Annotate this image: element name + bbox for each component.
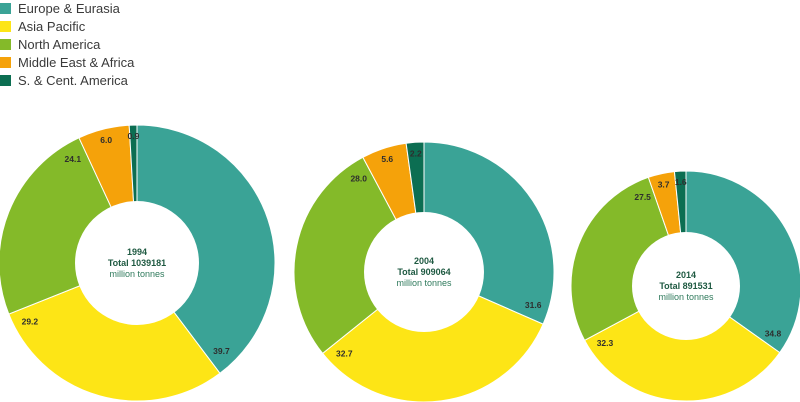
donut-slice-europe-eurasia (136, 124, 276, 375)
slice-value-label: 39.7 (213, 346, 230, 356)
legend-item-s-cent-america: S. & Cent. America (0, 71, 134, 89)
slice-value-label: 5.6 (381, 154, 393, 164)
center-year: 2004 (414, 256, 434, 266)
legend-label: S. & Cent. America (18, 72, 128, 88)
center-unit: million tonnes (109, 269, 165, 279)
donut-hole (632, 232, 740, 340)
donut-hole (75, 201, 199, 325)
slice-value-label: 34.8 (765, 328, 782, 338)
legend-item-middle-east-africa: Middle East & Africa (0, 53, 134, 71)
slice-value-label: 27.5 (634, 192, 651, 202)
center-total: Total 1039181 (108, 258, 166, 268)
slice-value-label: 32.7 (336, 348, 353, 358)
slice-value-label: 31.6 (525, 300, 542, 310)
legend-item-asia-pacific: Asia Pacific (0, 18, 134, 36)
slice-value-label: 1.6 (675, 177, 687, 187)
legend-swatch (0, 56, 11, 68)
center-unit: million tonnes (396, 278, 452, 288)
slice-value-label: 24.1 (65, 154, 82, 164)
legend-label: Middle East & Africa (18, 54, 135, 70)
slice-value-label: 2.2 (410, 148, 422, 158)
legend: Europe & Eurasia Asia Pacific North Amer… (0, 0, 134, 89)
legend-swatch (0, 3, 11, 15)
center-unit: million tonnes (658, 292, 714, 302)
donut-slice-europe-eurasia (685, 170, 800, 354)
center-total: Total 891531 (659, 281, 712, 291)
slice-value-label: 0.9 (127, 131, 139, 141)
legend-label: Asia Pacific (18, 19, 86, 35)
center-year: 2014 (676, 270, 696, 280)
slice-value-label: 28.0 (350, 174, 367, 184)
donut-hole (364, 212, 484, 332)
legend-label: Europe & Eurasia (18, 1, 120, 17)
center-year: 1994 (127, 247, 147, 257)
legend-item-europe-eurasia: Europe & Eurasia (0, 0, 134, 18)
donut-slice-asia-pacific (8, 262, 221, 402)
slice-value-label: 29.2 (22, 316, 39, 326)
legend-item-north-america: North America (0, 36, 134, 54)
slice-value-label: 6.0 (100, 135, 112, 145)
slice-value-label: 32.3 (597, 338, 614, 348)
center-total: Total 909064 (397, 267, 450, 277)
legend-swatch (0, 74, 11, 86)
legend-label: North America (18, 36, 101, 52)
donut-slice-asia-pacific (321, 271, 544, 402)
donut-slice-north-america (293, 156, 425, 355)
legend-swatch (0, 21, 11, 33)
slice-value-label: 3.7 (658, 179, 670, 189)
legend-swatch (0, 38, 11, 50)
